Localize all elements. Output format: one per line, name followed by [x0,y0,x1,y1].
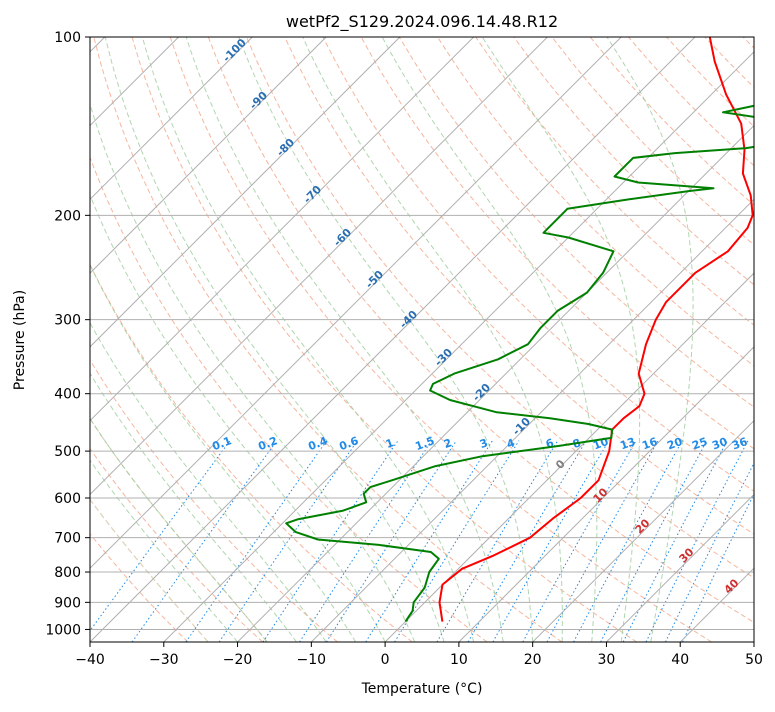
x-tick-label: 40 [671,652,689,668]
x-tick-label: 20 [524,652,542,668]
chart-title: wetPf2_S129.2024.096.14.48.R12 [286,12,558,32]
x-tick-label: −30 [149,652,179,668]
y-tick-label: 100 [54,30,81,46]
x-tick-label: 30 [598,652,616,668]
y-tick-label: 800 [54,565,81,581]
y-tick-label: 700 [54,531,81,547]
y-tick-label: 400 [54,387,81,403]
y-tick-label: 500 [54,444,81,460]
x-axis-label: Temperature (°C) [361,681,483,697]
x-tick-label: −20 [223,652,253,668]
y-tick-label: 300 [54,313,81,329]
y-tick-label: 600 [54,491,81,507]
x-tick-label: 10 [450,652,468,668]
x-tick-label: 50 [745,652,763,668]
x-tick-label: −10 [297,652,327,668]
y-tick-label: 200 [54,208,81,224]
x-tick-label: 0 [381,652,390,668]
y-axis-label: Pressure (hPa) [12,290,28,390]
y-tick-label: 900 [54,595,81,611]
y-tick-label: 1000 [45,622,81,638]
x-tick-label: −40 [75,652,105,668]
